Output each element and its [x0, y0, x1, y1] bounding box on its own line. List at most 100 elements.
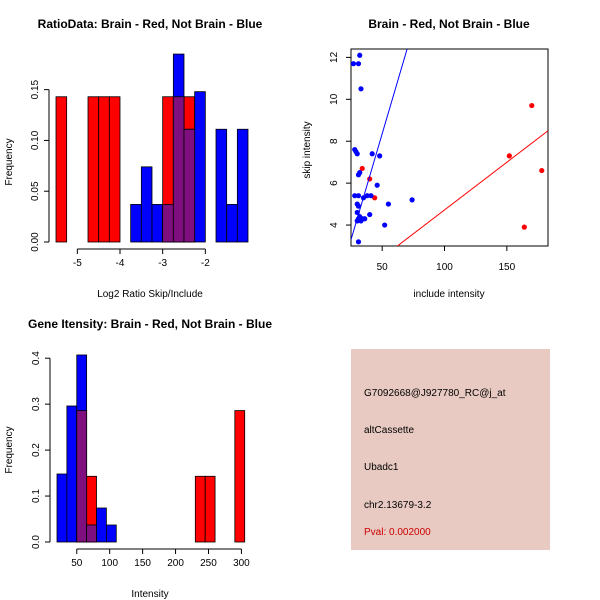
scatter-not-brain-point	[357, 170, 363, 176]
intensity-histogram-brain-bar	[204, 475, 216, 543]
ratio-histogram-brain-bar	[108, 96, 121, 243]
ratio-histogram-plot: -5 -4 -3 -2 0.00 0.05 0.10 0.15	[30, 53, 249, 269]
scatter-not-brain-point	[377, 153, 383, 159]
scatter-brain-point	[359, 165, 365, 172]
genomic-location: chr2.13679-3.2	[364, 500, 432, 511]
intensity-histogram-x-tick-label: 200	[167, 558, 184, 569]
scatter-not-brain-point	[355, 203, 362, 209]
ratio-histogram-y-tick-label: 0.00	[30, 232, 41, 252]
scatter-xlabel: include intensity	[413, 289, 484, 300]
scatter-not-brain-point	[354, 218, 360, 224]
scatter-not-brain-point	[374, 182, 380, 188]
ratio-histogram-overlap-bar	[162, 204, 174, 243]
ratio-histogram-x-tick-label: -2	[201, 258, 210, 269]
scatter-x-tick-label: 50	[377, 262, 389, 273]
probe-id: G7092668@J927780_RC@j_at	[364, 388, 506, 399]
ratio-histogram-not-brain-bar	[236, 128, 249, 243]
intensity-histogram-x-tick-label: 150	[134, 558, 151, 569]
ratio-histogram-not-brain-bar	[130, 204, 142, 243]
gene-name: Ubadc1	[364, 462, 399, 473]
ratio-histogram-y-tick-label: 0.10	[30, 130, 41, 150]
ratio-histogram-y-tick-label: 0.05	[30, 181, 41, 201]
ratio-histogram-panel: RatioData: Brain - Red, Not Brain - Blue…	[4, 17, 263, 300]
intensity-histogram-x-tick-label: 50	[71, 558, 83, 569]
scatter-y-tick-label: 12	[329, 51, 340, 63]
event-type: altCassette	[364, 425, 414, 436]
ratio-histogram-overlap-bar	[172, 96, 185, 243]
ratio-histogram-x-tick-label: -5	[73, 258, 82, 269]
scatter-not-brain-point	[409, 197, 415, 203]
ratio-histogram-ylabel: Frequency	[4, 138, 15, 185]
ratio-histogram-not-brain-bar	[140, 166, 153, 243]
intensity-histogram-ylabel: Frequency	[4, 426, 15, 473]
intensity-histogram-x-tick-label: 100	[101, 558, 118, 569]
info-panel: G7092668@J927780_RC@j_at altCassette Uba…	[351, 349, 550, 550]
scatter-not-brain-point	[357, 52, 363, 58]
scatter-plot: 50 100 150 4 6 8 10 12	[329, 49, 548, 273]
scatter-y-tick-label: 6	[329, 180, 340, 186]
scatter-ylabel: skip intensity	[302, 121, 313, 178]
intensity-histogram-not-brain-bar	[96, 507, 107, 543]
ratio-histogram-title: RatioData: Brain - Red, Not Brain - Blue	[38, 17, 263, 31]
scatter-not-brain-point	[351, 61, 357, 67]
info-panel-background	[351, 349, 550, 550]
ratio-histogram-not-brain-bar	[215, 128, 228, 243]
scatter-not-brain-point	[385, 201, 392, 207]
intensity-histogram-y-tick-label: 0.3	[31, 397, 42, 411]
scatter-not-brain-point	[362, 216, 368, 222]
intensity-histogram-overlap-bar	[86, 524, 97, 543]
scatter-brain-point	[539, 167, 545, 174]
intensity-histogram-y-tick-label: 0.2	[31, 443, 42, 457]
ratio-histogram-x-tick-label: -4	[116, 258, 125, 269]
intensity-histogram-x-tick-label: 250	[200, 558, 217, 569]
ratio-histogram-xlabel: Log2 Ratio Skip/Include	[97, 289, 203, 300]
ratio-histogram-overlap-bar	[183, 128, 196, 243]
scatter-not-brain-point	[354, 209, 360, 216]
scatter-y-tick-label: 10	[329, 93, 340, 105]
scatter-not-brain-point	[364, 193, 370, 199]
ratio-histogram-brain-bar	[87, 96, 100, 243]
scatter-not-brain-point	[368, 193, 374, 199]
ratio-histogram-y-tick-label: 0.15	[30, 79, 41, 99]
intensity-histogram-title: Gene Itensity: Brain - Red, Not Brain - …	[28, 317, 272, 331]
intensity-histogram-y-tick-label: 0.0	[31, 535, 42, 549]
ratio-histogram-not-brain-bar	[151, 204, 164, 243]
scatter-not-brain-point	[382, 222, 388, 228]
intensity-scatter-panel: Brain - Red, Not Brain - Blue 50 100 150 4 6…	[302, 17, 549, 300]
ratio-histogram-x-tick-label: -3	[158, 258, 167, 269]
scatter-not-brain-point	[352, 193, 358, 199]
intensity-histogram-overlap-bar	[76, 410, 88, 543]
scatter-not-brain-point	[355, 193, 362, 199]
scatter-y-tick-label: 8	[329, 138, 340, 144]
scatter-brain-point	[506, 153, 512, 159]
scatter-not-brain-point	[355, 239, 362, 245]
scatter-marks	[351, 49, 548, 246]
intensity-histogram-x-tick-label: 300	[233, 558, 250, 569]
scatter-not-brain-point	[355, 61, 362, 67]
intensity-histogram-not-brain-bar	[66, 405, 78, 543]
intensity-histogram-not-brain-bar	[105, 524, 117, 543]
scatter-not-brain-point	[354, 151, 360, 157]
scatter-brain-point	[521, 224, 527, 230]
intensity-histogram-not-brain-bar	[56, 473, 68, 543]
scatter-y-tick-label: 4	[329, 222, 340, 228]
intensity-histogram-y-tick-label: 0.1	[31, 489, 42, 503]
ratio-histogram-brain-bar	[55, 96, 68, 243]
scatter-brain-point	[529, 102, 535, 109]
scatter-x-tick-label: 150	[499, 262, 516, 273]
p-value: Pval: 0.002000	[364, 527, 431, 538]
scatter-title: Brain - Red, Not Brain - Blue	[368, 17, 530, 31]
scatter-not-brain-point	[369, 151, 375, 157]
intensity-histogram-panel: Gene Itensity: Brain - Red, Not Brain - …	[4, 317, 272, 600]
ratio-histogram-not-brain-bar	[194, 91, 206, 243]
scatter-plot-frame	[350, 48, 549, 247]
intensity-histogram-xlabel: Intensity	[131, 589, 168, 600]
intensity-histogram-y-tick-label: 0.4	[31, 351, 42, 365]
intensity-histogram-brain-bar	[234, 410, 246, 543]
scatter-brain-fit-line	[396, 130, 548, 246]
scatter-not-brain-point	[358, 86, 364, 92]
scatter-not-brain-point	[367, 211, 373, 218]
intensity-histogram-plot: 50 100 150 200 250 300 0.0 0.1 0.2 0.3 0.4	[31, 351, 250, 569]
intensity-histogram-brain-bar	[194, 475, 206, 543]
